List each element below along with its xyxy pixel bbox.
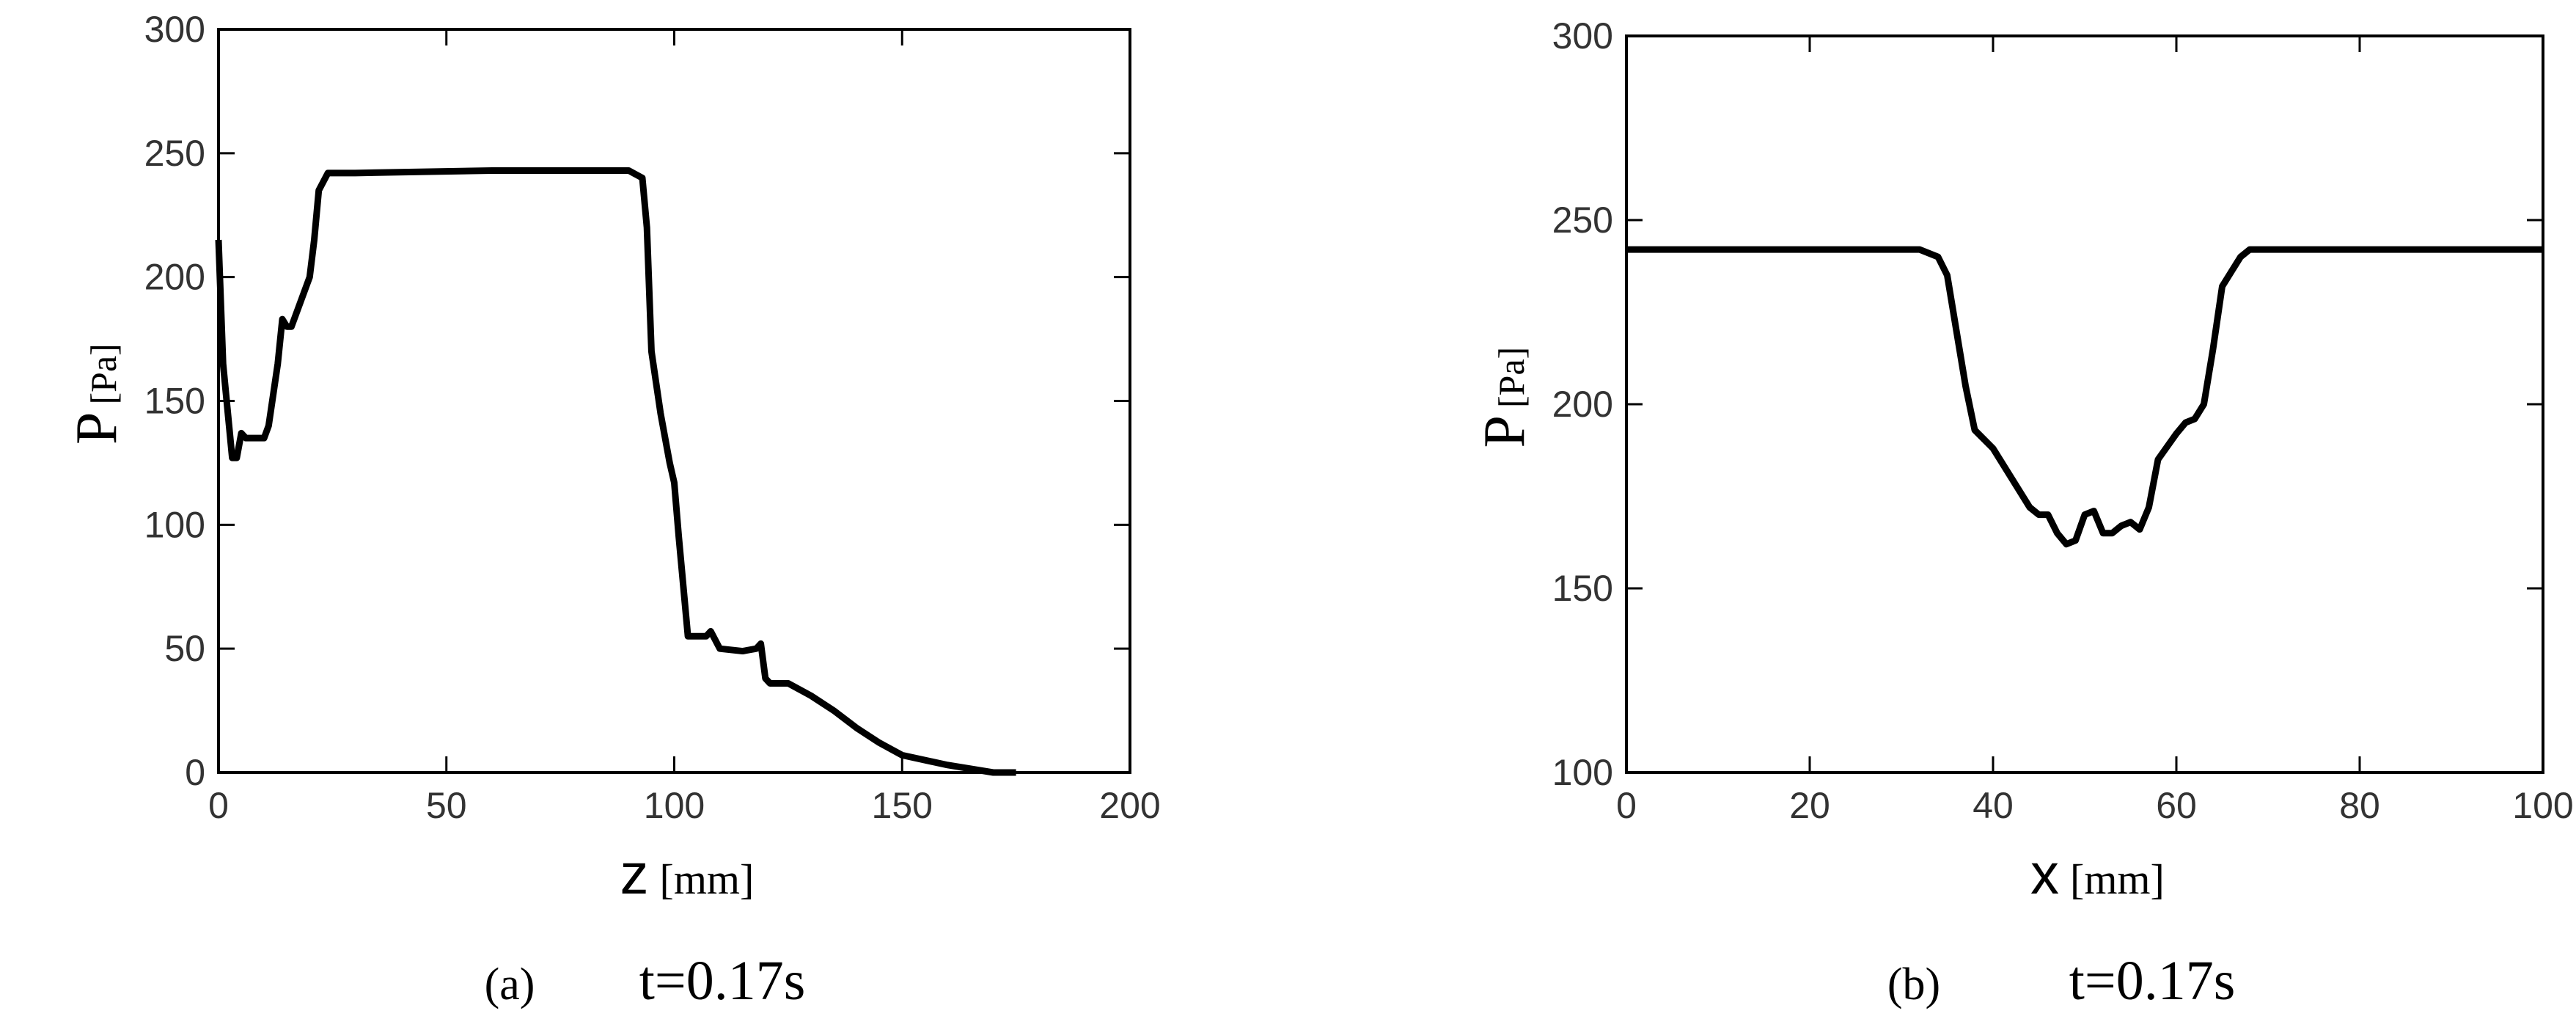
data-line — [215, 167, 1016, 776]
x-axis-label: z — [620, 841, 649, 906]
y-tick-label: 100 — [144, 504, 205, 545]
y-tick-label: 200 — [144, 257, 205, 298]
x-tick-label: 0 — [208, 785, 229, 826]
x-tick-label: 100 — [2512, 785, 2573, 826]
y-tick-label: 0 — [185, 752, 205, 793]
x-axis-label: x — [2030, 841, 2059, 906]
y-axis-label: P — [65, 412, 129, 445]
y-tick-label: 300 — [144, 9, 205, 50]
x-tick-label: 200 — [1099, 785, 1160, 826]
y-tick-label: 150 — [144, 381, 205, 422]
plot-frame — [1625, 34, 2544, 774]
x-tick-label: 20 — [1789, 785, 1830, 826]
y-tick-label: 150 — [1552, 568, 1613, 609]
x-axis-unit: [mm] — [660, 855, 755, 903]
caption: t=0.17s — [2069, 950, 2236, 1012]
x-tick-label: 40 — [1973, 785, 2014, 826]
y-tick-label: 250 — [1552, 200, 1613, 241]
y-axis-unit: [Pa] — [83, 343, 124, 404]
caption-label: (b) — [1887, 960, 1940, 1009]
x-tick-label: 60 — [2156, 785, 2197, 826]
data-line — [1626, 246, 2543, 548]
x-tick-label: 50 — [426, 785, 467, 826]
x-axis-unit: [mm] — [2070, 855, 2165, 903]
y-tick-label: 100 — [1552, 752, 1613, 793]
y-axis-label: P — [1472, 415, 1537, 448]
x-tick-label: 0 — [1616, 785, 1637, 826]
y-axis-label-group: P [Pa] — [65, 343, 129, 445]
y-axis-label-group: P [Pa] — [1472, 347, 1537, 448]
caption: t=0.17s — [639, 950, 806, 1012]
y-tick-label: 50 — [164, 628, 205, 669]
x-tick-label: 100 — [644, 785, 705, 826]
y-axis-unit: [Pa] — [1491, 347, 1532, 408]
y-tick-label: 300 — [1552, 15, 1613, 56]
plot-frame — [217, 28, 1131, 774]
caption-label: (a) — [485, 960, 535, 1009]
x-tick-label: 80 — [2339, 785, 2380, 826]
y-tick-label: 200 — [1552, 384, 1613, 425]
x-tick-label: 150 — [872, 785, 933, 826]
y-tick-label: 250 — [144, 133, 205, 174]
